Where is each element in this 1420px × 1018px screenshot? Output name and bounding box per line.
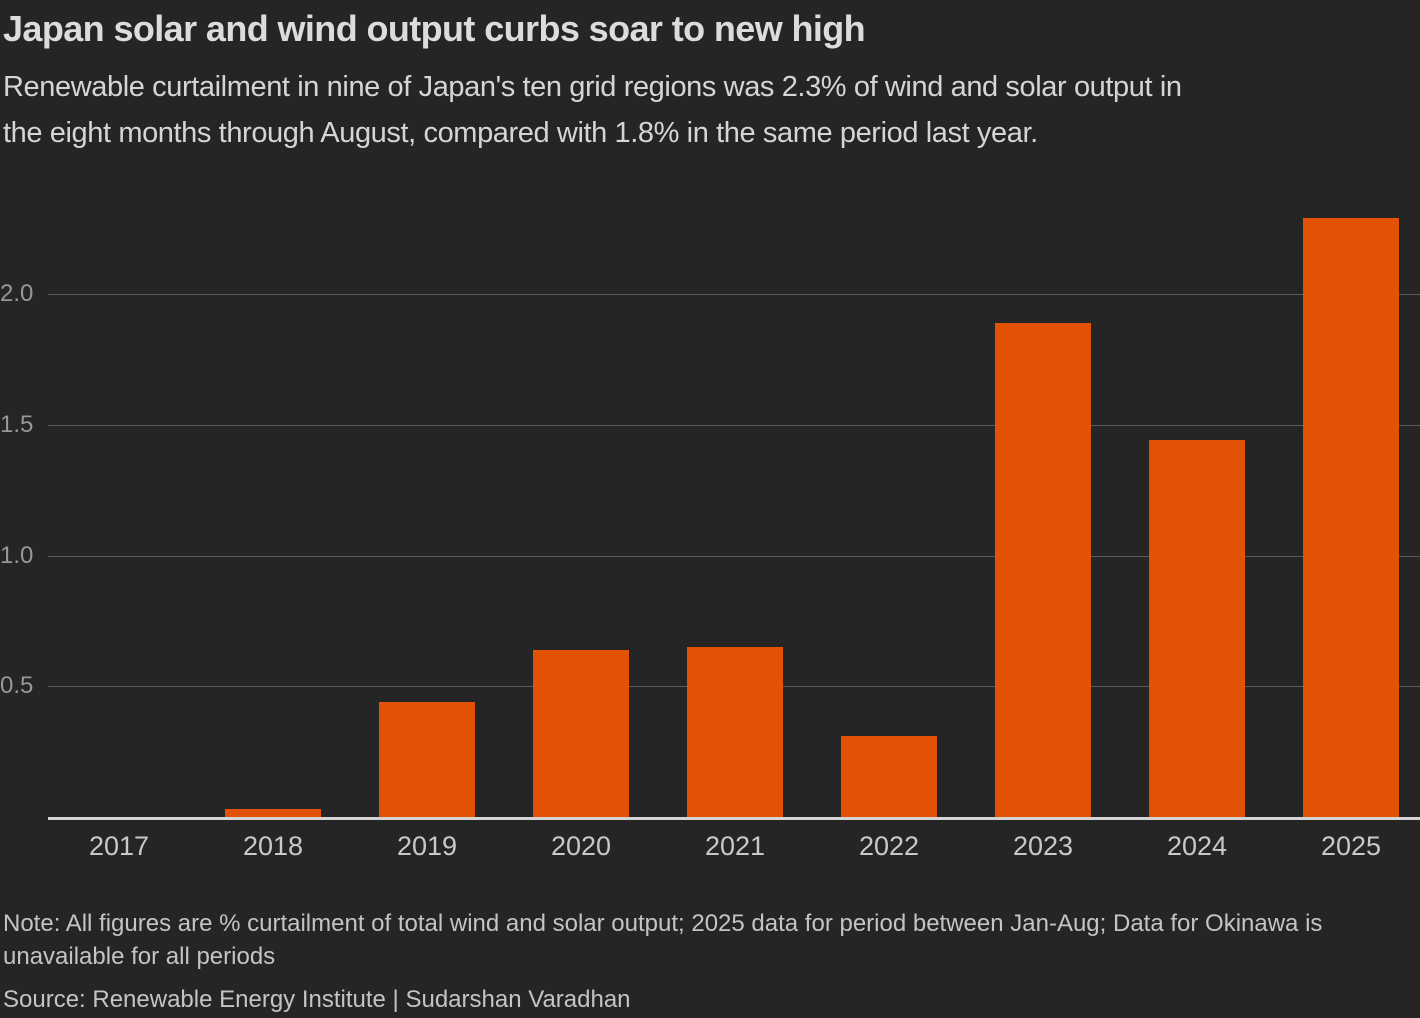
bar-2018	[225, 809, 321, 817]
x-tick-label-2021: 2021	[704, 831, 766, 861]
source-line: Source: Renewable Energy Institute | Sud…	[3, 986, 631, 1013]
gridline-1.5	[48, 425, 1420, 426]
x-tick-label-2022: 2022	[858, 831, 920, 861]
bar-2021	[687, 647, 783, 817]
x-tick-label-2025: 2025	[1320, 831, 1382, 861]
bar-2023	[995, 323, 1091, 817]
gridline-2.0	[48, 294, 1420, 295]
gridline-1.0	[48, 556, 1420, 557]
text-line: Note: All figures are % curtailment of t…	[3, 910, 1323, 937]
footnote: Note: All figures are % curtailment of t…	[3, 907, 1322, 973]
x-tick-label-2017: 2017	[88, 831, 150, 861]
bar-2019	[379, 702, 475, 817]
x-tick-label-2019: 2019	[396, 831, 458, 861]
x-tick-label-2024: 2024	[1166, 831, 1228, 861]
y-tick-label-1.5: 1.5	[0, 411, 34, 438]
bar-2024	[1149, 440, 1245, 817]
y-tick-label-2.0: 2.0	[0, 280, 34, 307]
bar-2020	[533, 650, 629, 817]
y-tick-label-1.0: 1.0	[0, 542, 34, 569]
chart-title: Japan solar and wind output curbs soar t…	[3, 8, 866, 49]
bar-2022	[841, 736, 937, 817]
x-axis-line	[48, 817, 1420, 820]
text-line: Renewable curtailment in nine of Japan's…	[3, 71, 1182, 103]
x-tick-label-2020: 2020	[550, 831, 612, 861]
chart-subtitle: Renewable curtailment in nine of Japan's…	[3, 64, 1182, 156]
text-line: unavailable for all periods	[3, 943, 276, 970]
x-tick-label-2023: 2023	[1012, 831, 1074, 861]
x-tick-label-2018: 2018	[242, 831, 304, 861]
bar-2025	[1303, 218, 1399, 817]
text-line: the eight months through August, compare…	[3, 117, 1038, 149]
y-tick-label-0.5: 0.5	[0, 672, 34, 699]
